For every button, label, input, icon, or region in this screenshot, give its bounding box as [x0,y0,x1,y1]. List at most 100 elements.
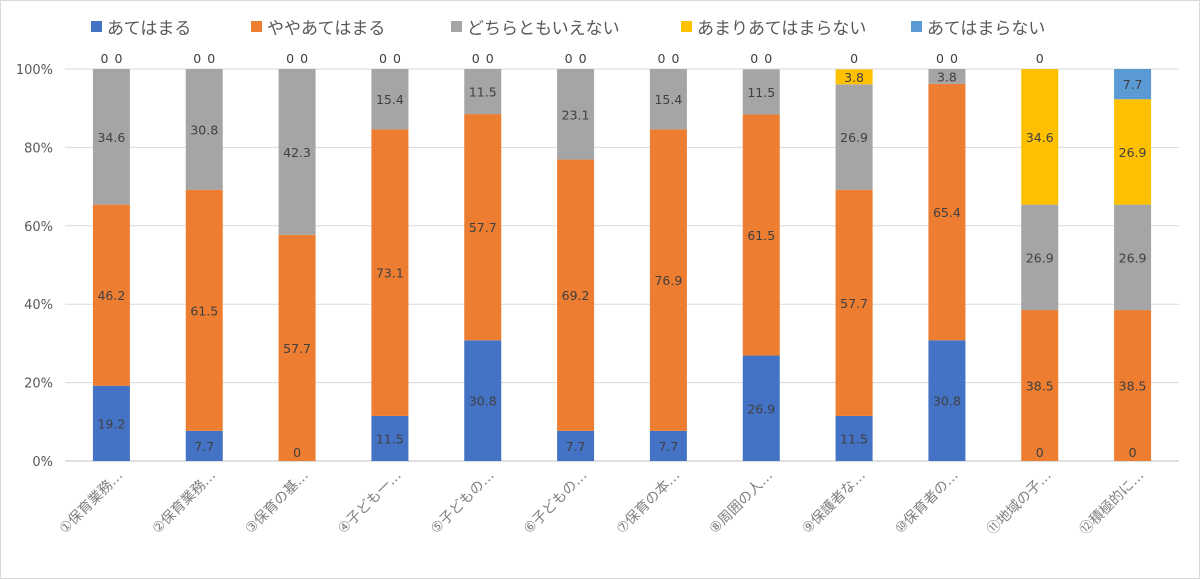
x-category-label: ③保育の基… [242,467,312,537]
bar-segment [835,415,873,461]
bar-segment [742,355,780,461]
bar-segment [1021,204,1059,311]
x-category-label: ⑩保育者の… [892,468,962,538]
x-category-label: ⑦保育の本… [614,468,684,538]
y-tick-label: 60% [24,220,53,235]
data-label: 0 [286,51,294,66]
bar-segment [371,415,409,461]
data-label: 0 [671,51,679,66]
data-label: 57.7 [283,341,311,356]
data-label: 0 [1036,51,1044,66]
bar-segment [928,83,966,341]
data-label: 0 [300,51,308,66]
data-label: 42.3 [283,145,311,160]
data-label: 0 [750,51,758,66]
bar-segment [464,340,502,461]
bar-segment [1021,69,1059,205]
legend-swatch [911,21,922,32]
x-category-label: ⑤子どもの… [428,468,498,538]
bar-segment [371,69,409,130]
data-label: 15.4 [654,92,682,107]
y-tick-label: 100% [16,63,53,78]
x-category-label: ⑪地域の子… [984,468,1055,539]
data-label: 0 [207,51,215,66]
data-label: 0 [293,445,301,460]
bar-segment [742,69,780,115]
bar-segment [649,69,687,130]
bar-segment [278,69,316,235]
data-label: 30.8 [933,394,961,409]
bar-segment [464,114,502,341]
data-label: 30.8 [469,394,497,409]
data-label: 76.9 [654,273,682,288]
data-label: 0 [764,51,772,66]
data-label: 57.7 [840,296,868,311]
bar-segment [1114,69,1152,100]
legend-label: あまりあてはまらない [697,19,866,39]
bar-segment [557,430,595,461]
data-label: 11.5 [376,431,404,446]
bar-segment [1114,99,1152,205]
y-tick-label: 20% [24,377,53,392]
data-label: 38.5 [1119,379,1147,394]
data-label: 30.8 [190,122,218,137]
data-label: 0 [950,51,958,66]
data-label: 61.5 [190,303,218,318]
bar-segment [557,69,595,160]
bar-segment [371,129,409,416]
data-label: 57.7 [469,220,497,235]
x-category-label: ⑨保護者な… [799,468,869,538]
bar-segment [742,114,780,356]
legend-label: ややあてはまる [267,19,385,39]
data-label: 26.9 [840,130,868,145]
data-label: 73.1 [376,266,404,281]
data-label: 15.4 [376,92,404,107]
bar-segment [1021,310,1059,461]
data-label: 26.9 [1119,145,1147,160]
data-label: 7.7 [194,439,214,454]
data-label: 0 [579,51,587,66]
data-label: 38.5 [1026,379,1054,394]
data-label: 7.7 [566,439,586,454]
legend-swatch [681,21,692,32]
x-category-label: ④子ども一… [335,468,405,538]
bar-segment [928,69,966,84]
bar-segment [185,430,223,461]
legend-swatch [91,21,102,32]
bar-segment [185,69,223,190]
data-label: 61.5 [747,228,775,243]
bar-segment [928,340,966,461]
legend-label: あてはまる [107,19,191,39]
bar-segment [835,84,873,190]
data-label: 0 [486,51,494,66]
data-label: 26.9 [1119,250,1147,265]
bar-segment [649,430,687,461]
bar-segment [92,69,130,205]
data-label: 0 [114,51,122,66]
bar-segment [1114,204,1152,311]
bar-segment [92,385,130,461]
data-label: 23.1 [562,107,590,122]
data-label: 0 [100,51,108,66]
data-label: 0 [936,51,944,66]
x-category-label: ⑧周囲の人… [706,468,776,538]
data-label: 65.4 [933,205,961,220]
data-label: 7.7 [658,439,678,454]
bar-segment [185,189,223,431]
bar-segment [1114,310,1152,461]
bar-segment [557,159,595,431]
bar-segment [649,129,687,431]
data-label: 0 [379,51,387,66]
data-label: 3.8 [844,70,864,85]
y-tick-label: 0% [32,455,53,470]
data-label: 3.8 [937,69,957,84]
data-label: 0 [193,51,201,66]
legend-swatch [451,21,462,32]
y-tick-label: 80% [24,141,53,156]
data-label: 11.5 [469,85,497,100]
data-label: 0 [657,51,665,66]
legend-label: あてはまらない [927,19,1045,39]
data-label: 69.2 [562,288,590,303]
